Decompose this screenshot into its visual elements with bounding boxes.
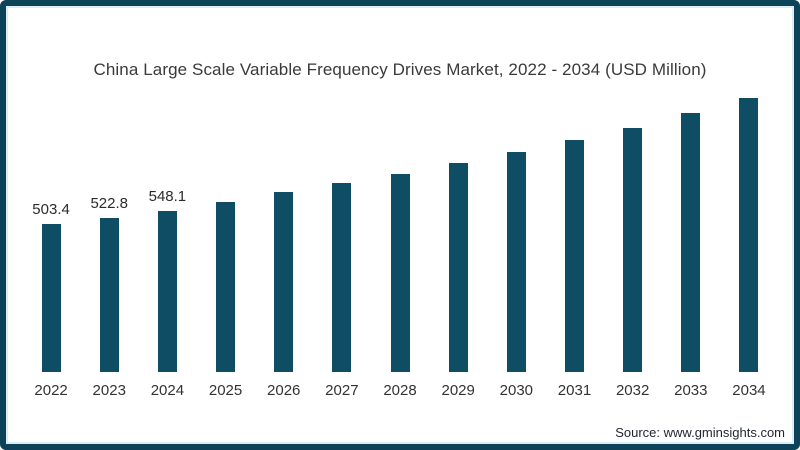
bar-2024	[157, 210, 177, 372]
bar-2027	[332, 183, 352, 372]
bar-2031	[564, 140, 584, 372]
bar-column-2030: 2030	[487, 98, 545, 399]
bar-2032	[623, 128, 643, 372]
bar-2033	[681, 113, 701, 372]
x-axis-label-2024: 2024	[150, 382, 185, 399]
bar-column-2026: 2026	[255, 98, 313, 399]
bar-2026	[274, 192, 294, 372]
bar-column-2032: 2032	[604, 98, 662, 399]
x-axis-label-2025: 2025	[208, 382, 243, 399]
bar-2030	[506, 151, 526, 372]
x-axis-label-2027: 2027	[325, 382, 359, 399]
bar-2025	[216, 202, 236, 372]
bar-column-2031: 2031	[545, 98, 603, 399]
x-axis-label-2026: 2026	[267, 382, 301, 399]
x-axis-label-2023: 2023	[92, 382, 126, 399]
bar-2028	[390, 174, 410, 372]
bar-column-2028: 2028	[371, 98, 429, 399]
x-axis-label-2033: 2033	[674, 382, 708, 399]
bar-column-2022: 503.4 2022	[22, 98, 80, 399]
bar-value-label-2022: 503.4	[32, 200, 70, 218]
bar-2022	[41, 223, 61, 372]
bar-2034	[739, 98, 759, 372]
bar-column-2025: 2025	[196, 98, 254, 399]
bar-column-2029: 2029	[429, 98, 487, 399]
bar-column-2033: 2033	[662, 98, 720, 399]
x-axis-label-2032: 2032	[615, 382, 650, 399]
bar-2029	[448, 163, 468, 372]
bar-column-2034: 2034	[720, 98, 778, 399]
bar-column-2023: 522.8 2023	[80, 98, 138, 399]
bar-2023	[99, 218, 119, 372]
x-axis-label-2031: 2031	[557, 382, 592, 399]
chart-title: China Large Scale Variable Frequency Dri…	[93, 60, 707, 79]
bar-value-label-2023: 522.8	[90, 195, 128, 212]
bar-column-2027: 2027	[313, 98, 371, 399]
bar-column-2024: 548.1 2024	[138, 98, 196, 400]
x-axis-label-2034: 2034	[732, 382, 766, 399]
source-attribution: Source: www.gminsights.com	[615, 425, 785, 440]
bar-value-label-2024: 548.1	[148, 187, 187, 205]
x-axis-label-2029: 2029	[441, 382, 475, 399]
bar-chart: 503.4 2022 522.8 2023 548.1 2024 2025 2026 2027 2…	[22, 98, 778, 400]
x-axis-label-2028: 2028	[383, 382, 417, 399]
x-axis-label-2022: 2022	[34, 382, 68, 399]
x-axis-label-2030: 2030	[499, 382, 534, 399]
